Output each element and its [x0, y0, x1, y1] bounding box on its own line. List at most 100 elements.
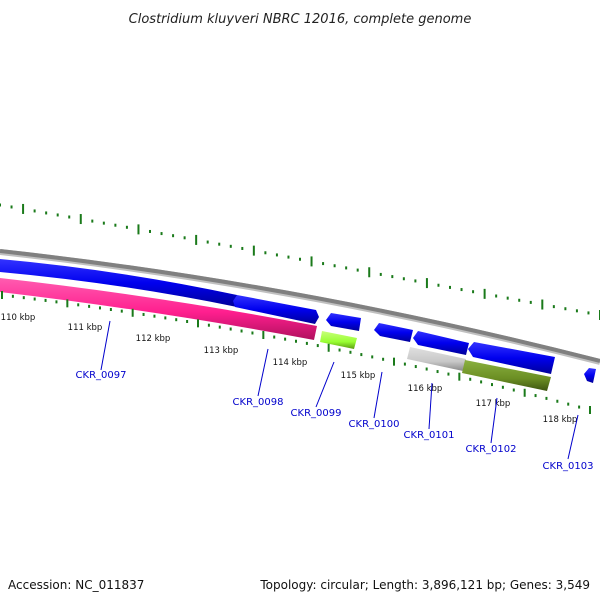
outer-minor-tick — [414, 279, 417, 283]
outer-minor-tick — [299, 257, 301, 261]
inner-tick-row — [1, 291, 591, 414]
scale-minor-tick — [556, 399, 559, 403]
gene-leader-line — [100, 320, 111, 371]
outer-minor-tick — [345, 266, 348, 270]
gene-arrow-ckr0102[interactable] — [468, 342, 555, 374]
scale-minor-tick — [153, 314, 156, 318]
outer-minor-tick — [33, 209, 36, 213]
gene-arrow-ckr0101[interactable] — [413, 331, 469, 355]
outer-minor-tick — [45, 211, 48, 215]
gene-arrow-ckr0100[interactable] — [374, 323, 413, 342]
scale-minor-tick — [567, 402, 570, 406]
scale-minor-tick — [218, 325, 221, 329]
scale-label: 110 kbp — [1, 313, 36, 323]
gene-arrow-ckr0103[interactable] — [584, 368, 596, 383]
outer-minor-tick — [552, 305, 555, 309]
outer-minor-tick — [356, 268, 359, 272]
scale-label: 114 kbp — [273, 358, 308, 368]
gene-label[interactable]: CKR_0098 — [233, 397, 284, 408]
genome-summary-text: Topology: circular; Length: 3,896,121 bp… — [260, 578, 590, 592]
outer-minor-tick — [518, 298, 521, 302]
scale-minor-tick — [338, 348, 341, 352]
outer-minor-tick — [529, 300, 532, 304]
scale-minor-tick — [240, 329, 243, 333]
outer-minor-tick — [183, 236, 186, 240]
outer-major-tick — [137, 224, 140, 235]
outer-major-tick — [22, 203, 25, 214]
scale-minor-tick — [305, 341, 308, 345]
scale-major-tick — [197, 319, 199, 328]
outer-minor-tick — [125, 225, 128, 229]
scale-minor-tick — [284, 337, 287, 341]
scale-major-tick — [589, 406, 591, 414]
scale-major-tick — [523, 388, 526, 397]
gene-block-lime[interactable] — [320, 331, 357, 349]
scale-label: 115 kbp — [341, 371, 376, 381]
outer-minor-tick — [91, 219, 94, 223]
gene-leader-line — [373, 371, 383, 419]
outer-major-tick — [368, 267, 371, 278]
scale-minor-tick — [88, 304, 91, 308]
scale-major-tick — [327, 343, 330, 352]
scale-minor-tick — [207, 323, 210, 327]
gene-label[interactable]: CKR_0102 — [466, 444, 517, 455]
scale-minor-tick — [403, 362, 406, 366]
scale-minor-tick — [142, 312, 145, 316]
outer-minor-tick — [287, 255, 290, 259]
scale-minor-tick — [382, 357, 385, 361]
outer-major-tick — [425, 278, 428, 289]
outer-minor-tick — [56, 213, 59, 217]
outer-minor-tick — [402, 277, 405, 281]
outer-major-tick — [541, 299, 544, 310]
scale-major-tick — [458, 372, 461, 381]
scale-minor-tick — [295, 339, 297, 343]
scale-minor-tick — [501, 385, 504, 389]
gene-block-olive[interactable] — [462, 360, 551, 391]
outer-minor-tick — [391, 275, 394, 279]
scale-label: 116 kbp — [408, 384, 443, 394]
scale-label: 111 kbp — [68, 323, 103, 333]
outer-minor-tick — [333, 264, 336, 268]
scale-minor-tick — [99, 306, 101, 310]
scale-minor-tick — [44, 298, 47, 302]
scale-minor-tick — [55, 300, 58, 304]
gene-block-magenta[interactable] — [0, 278, 317, 340]
scale-minor-tick — [316, 344, 319, 348]
gene-block-blue-arrow[interactable] — [233, 295, 319, 324]
outer-major-tick — [483, 288, 486, 299]
scale-minor-tick — [22, 296, 25, 300]
gene-label[interactable]: CKR_0103 — [543, 461, 594, 472]
scale-major-tick — [66, 299, 69, 308]
outer-minor-tick — [275, 253, 278, 257]
map-title: Clostridium kluyveri NBRC 12016, complet… — [129, 12, 472, 27]
scale-minor-tick — [229, 327, 232, 331]
scale-major-tick — [393, 357, 395, 366]
gene-label[interactable]: CKR_0099 — [291, 408, 342, 419]
scale-minor-tick — [425, 367, 428, 371]
gene-leader-line — [428, 382, 433, 430]
scale-label: 118 kbp — [543, 415, 578, 425]
outer-minor-tick — [587, 311, 590, 315]
outer-minor-tick — [495, 294, 498, 298]
gene-arrow-ckr0099-blue[interactable] — [326, 313, 361, 331]
accession-text: Accession: NC_011837 — [8, 578, 145, 592]
outer-minor-tick — [322, 262, 325, 266]
scale-major-tick — [1, 291, 3, 299]
gene-leader-line — [567, 414, 579, 460]
outer-minor-tick — [0, 203, 1, 207]
scale-minor-tick — [109, 308, 112, 312]
gene-label[interactable]: CKR_0097 — [76, 370, 127, 381]
scale-minor-tick — [120, 309, 123, 313]
gene-label[interactable]: CKR_0100 — [349, 419, 400, 430]
scale-minor-tick — [545, 396, 548, 400]
outer-major-tick — [195, 234, 198, 245]
gene-block-grey[interactable] — [407, 347, 466, 371]
gene-label[interactable]: CKR_0101 — [404, 430, 455, 441]
outer-minor-tick — [449, 285, 451, 289]
gene-track — [0, 259, 596, 391]
scale-minor-tick — [371, 355, 374, 359]
gene-block-blue-long[interactable] — [0, 259, 237, 307]
outer-minor-tick — [229, 244, 232, 248]
scale-minor-tick — [436, 370, 439, 374]
